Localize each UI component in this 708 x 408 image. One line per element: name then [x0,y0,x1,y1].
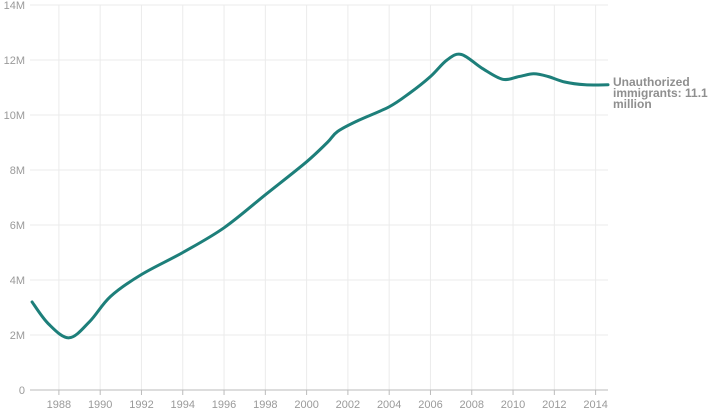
y-tick-label: 0 [19,385,25,397]
y-tick-label: 8M [10,165,25,177]
x-tick-label: 2000 [294,399,318,408]
x-tick-label: 2004 [377,399,401,408]
y-tick-label: 6M [10,220,25,232]
x-tick-label: 2008 [460,399,484,408]
series-end-label: Unauthorized immigrants: 11.1 million [613,75,708,111]
x-tick-label: 1992 [129,399,153,408]
series-line-unauthorized-immigrants [30,52,610,340]
x-tick-label: 1988 [47,399,71,408]
y-tick-label: 10M [4,110,25,122]
x-tick-label: 1994 [171,399,195,408]
y-tick-label: 14M [4,0,25,12]
x-gridlines [58,5,597,390]
x-tick-label: 1998 [253,399,277,408]
series-group [30,52,610,340]
y-tick-label: 2M [10,330,25,342]
x-tick-label: 2002 [336,399,360,408]
x-tick-label: 1996 [212,399,236,408]
y-axis-tick-labels: 0 2M 4M 6M 8M 10M 12M 14M [4,0,25,397]
x-axis-tick-labels: 1988 1990 1992 1994 1996 1998 2000 2002 2004 2006… [47,399,608,408]
x-tick-label: 1990 [88,399,112,408]
x-tick-label: 2012 [542,399,566,408]
x-tick-label: 2010 [501,399,525,408]
y-tick-label: 12M [4,55,25,67]
x-axis-ticks [58,390,597,395]
x-tick-label: 2006 [418,399,442,408]
y-gridlines [30,4,608,336]
x-tick-label: 2014 [583,399,607,408]
y-tick-label: 4M [10,275,25,287]
